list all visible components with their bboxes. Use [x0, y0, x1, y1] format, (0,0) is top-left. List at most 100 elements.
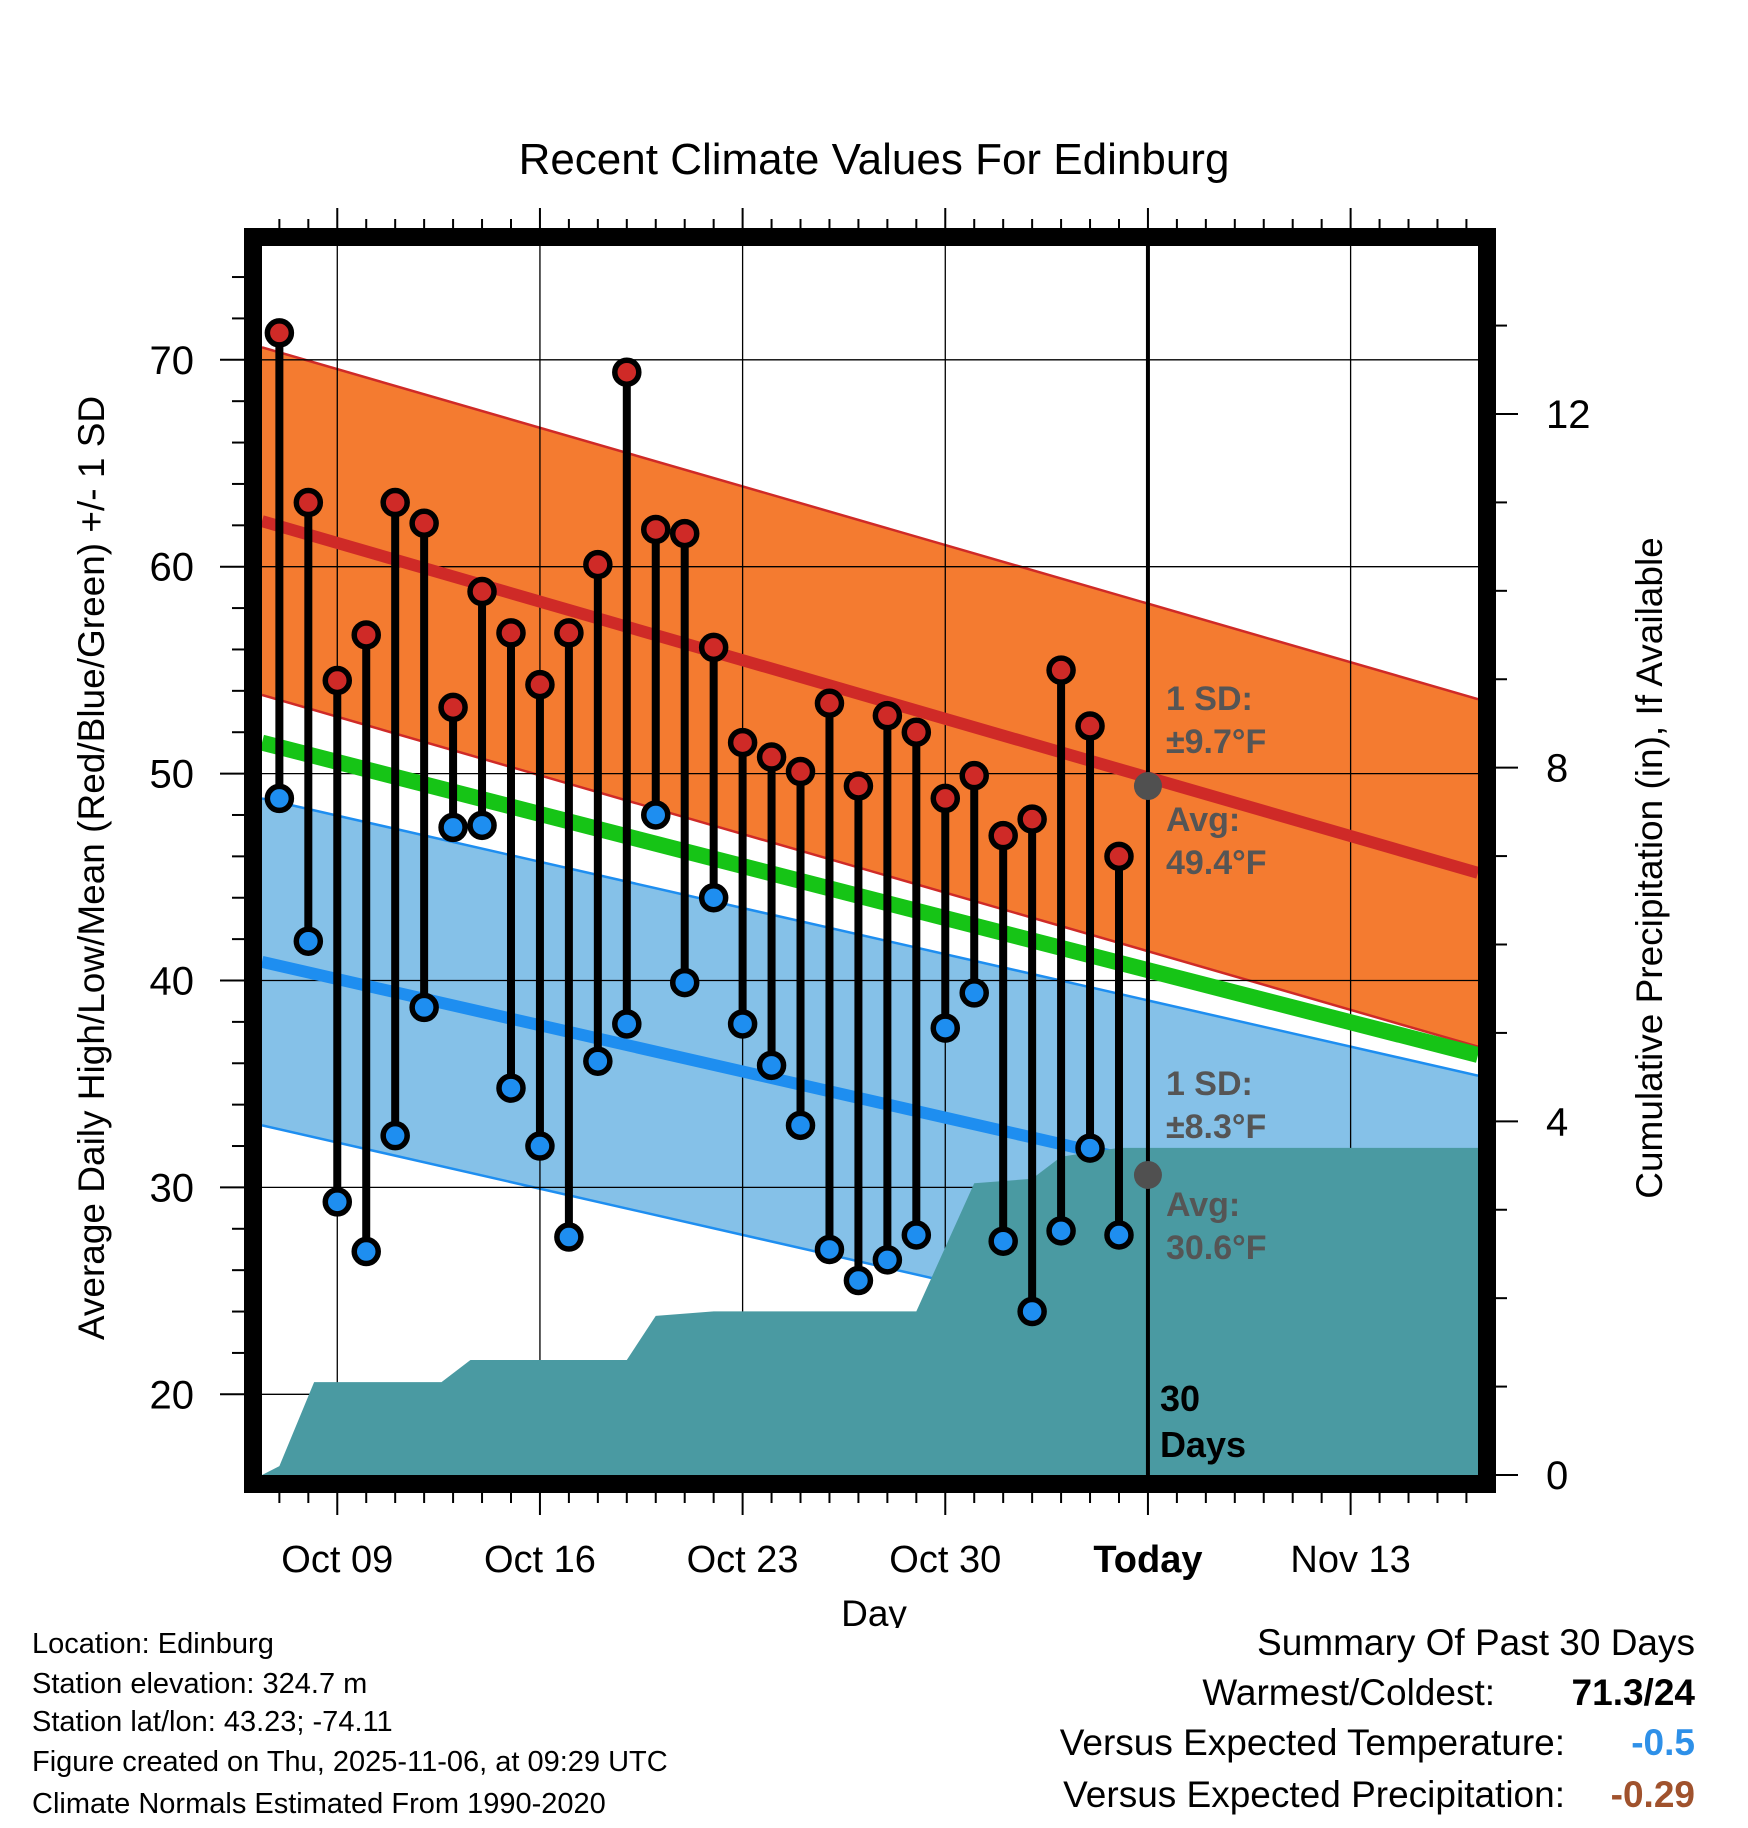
x-tick-label-16: Oct 23 — [687, 1539, 799, 1581]
y-tick-label-left-20: 20 — [150, 1373, 195, 1417]
observed-high-marker-19 — [814, 688, 845, 719]
y-tick-label-left-50: 50 — [150, 753, 195, 797]
plot-inner: 1 SD: ±9.7°F Avg: 49.4°F 1 SD: ±8.3°F Avg: 30.6… — [262, 246, 1478, 1475]
plot-area: 1 SD: ±9.7°F Avg: 49.4°F 1 SD: ±8.3°F Avg: 30.6… — [150, 208, 1591, 1581]
observed-high-marker-20 — [843, 771, 874, 801]
observed-low-marker-14 — [669, 967, 700, 998]
observed-high-marker-0 — [264, 318, 295, 348]
observed-high-marker-10 — [554, 618, 584, 648]
normal-high-line — [262, 515, 1478, 879]
observed-high-marker-18 — [785, 756, 816, 787]
observed-high-marker-26 — [1017, 804, 1047, 834]
observed-high-marker-27 — [1046, 655, 1076, 685]
summary-temp-label: Versus Expected Temperature: — [1059, 1722, 1565, 1763]
observed-low-marker-21 — [872, 1245, 903, 1275]
y-tick-label-left-60: 60 — [150, 546, 195, 590]
high-avg-marker — [1133, 772, 1162, 801]
summary-precip-value: -0.29 — [1610, 1774, 1695, 1815]
summary-warmest-row: Warmest/Coldest: 71.3/24 — [1202, 1672, 1695, 1714]
observed-high-marker-4 — [380, 487, 410, 518]
observed-high-marker-28 — [1075, 711, 1105, 741]
low-avg-marker — [1133, 1160, 1162, 1189]
y-tick-label-right-8: 8 — [1546, 747, 1568, 791]
observed-low-marker-22 — [901, 1220, 932, 1250]
observed-low-marker-9 — [525, 1131, 555, 1161]
observed-low-marker-0 — [264, 783, 295, 814]
y-tick-label-left-40: 40 — [150, 960, 195, 1004]
observed-low-marker-10 — [554, 1222, 584, 1252]
observed-low-marker-29 — [1104, 1220, 1134, 1250]
summary-precip-row: Versus Expected Precipitation: -0.29 — [1063, 1774, 1695, 1816]
observed-high-marker-2 — [322, 665, 353, 696]
summary-title: Summary Of Past 30 Days — [1257, 1622, 1695, 1663]
observed-low-marker-24 — [959, 978, 989, 1008]
observed-high-marker-6 — [438, 692, 468, 723]
observed-high-marker-5 — [409, 508, 439, 538]
y-tick-label-right-12: 12 — [1546, 393, 1591, 437]
low-sd-band-upper-edge — [262, 797, 1478, 1077]
observed-high-marker-14 — [669, 518, 700, 549]
annotation-low-sd-0: 1 SD: — [1166, 1065, 1253, 1103]
info-elevation: Station elevation: 324.7 m — [32, 1668, 368, 1700]
observed-high-marker-15 — [698, 632, 729, 663]
observed-low-marker-15 — [698, 882, 729, 913]
observed-high-marker-24 — [959, 760, 989, 791]
observed-high-marker-11 — [583, 549, 613, 580]
x-tick-label-2: Oct 09 — [281, 1539, 393, 1581]
info-location: Location: Edinburg — [32, 1628, 274, 1660]
days-label-0: 30 — [1160, 1378, 1200, 1419]
observed-high-marker-13 — [641, 514, 671, 545]
precip-area — [262, 1147, 1478, 1475]
info-latlon: Station lat/lon: 43.23; -74.11 — [32, 1706, 393, 1738]
observed-low-marker-20 — [843, 1265, 874, 1296]
observed-high-marker-9 — [525, 669, 555, 700]
high-sd-band-upper-edge — [262, 346, 1478, 701]
annotation-low-avg-1: 30.6°F — [1166, 1229, 1267, 1267]
climate-chart: Recent Climate Values For Edinburg 1 SD:… — [71, 135, 1670, 1628]
observed-low-marker-12 — [612, 1009, 642, 1039]
annotation-high-sd-0: 1 SD: — [1166, 680, 1253, 718]
plot-frame — [244, 228, 1496, 1493]
observed-low-marker-2 — [322, 1187, 353, 1217]
observed-low-marker-13 — [641, 800, 671, 830]
observed-low-marker-8 — [496, 1073, 526, 1103]
observed-high-marker-1 — [293, 487, 324, 518]
observed-high-marker-21 — [872, 700, 903, 731]
observed-high-marker-29 — [1104, 841, 1134, 872]
observed-high-marker-23 — [930, 783, 961, 814]
x-tick-label-30: Today — [1093, 1539, 1202, 1581]
observed-low-marker-23 — [930, 1013, 961, 1043]
observed-low-marker-26 — [1017, 1296, 1047, 1327]
observed-high-marker-16 — [727, 727, 758, 758]
summary-warmest-label: Warmest/Coldest: — [1202, 1672, 1495, 1713]
y-tick-label-left-30: 30 — [150, 1166, 195, 1210]
observed-low-marker-7 — [467, 810, 497, 841]
y-tick-label-right-0: 0 — [1546, 1454, 1568, 1498]
observed-low-marker-3 — [351, 1236, 381, 1267]
observed-high-marker-17 — [756, 742, 787, 772]
x-axis-label: Day — [841, 1593, 907, 1628]
observed-low-marker-28 — [1075, 1133, 1105, 1163]
observed-low-marker-18 — [785, 1110, 816, 1141]
observed-low-marker-5 — [409, 992, 439, 1023]
observed-low-marker-6 — [438, 812, 468, 843]
observed-low-marker-1 — [293, 926, 324, 956]
observed-low-marker-16 — [727, 1009, 758, 1039]
y-axis-label-right: Cumulative Precipitation (in), If Availa… — [1629, 537, 1670, 1199]
observed-low-marker-17 — [756, 1050, 787, 1081]
annotation-low-avg-0: Avg: — [1166, 1186, 1240, 1224]
annotation-high-avg-1: 49.4°F — [1166, 844, 1267, 882]
observed-high-marker-22 — [901, 717, 932, 747]
info-created: Figure created on Thu, 2025-11-06, at 09… — [32, 1746, 668, 1778]
y-tick-label-left-70: 70 — [150, 339, 195, 383]
annotation-low-sd-1: ±8.3°F — [1166, 1108, 1266, 1146]
normal-mean-line — [262, 734, 1478, 1063]
observed-low-marker-4 — [380, 1120, 410, 1151]
summary-temp-row: Versus Expected Temperature: -0.5 — [1060, 1722, 1695, 1764]
observed-high-marker-8 — [496, 618, 526, 648]
observed-high-marker-12 — [612, 357, 642, 387]
high-sd-band-lower-edge — [262, 693, 1478, 1048]
summary-precip-label: Versus Expected Precipitation: — [1063, 1774, 1565, 1815]
days-label-1: Days — [1160, 1424, 1246, 1465]
summary-temp-value: -0.5 — [1631, 1722, 1695, 1763]
